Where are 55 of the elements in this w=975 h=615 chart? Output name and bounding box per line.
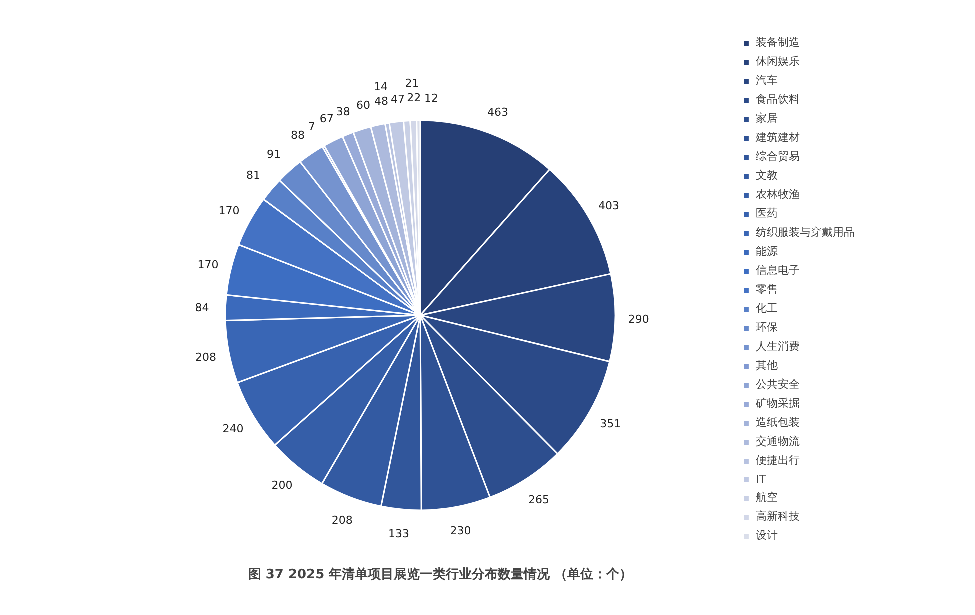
- legend-label: 建筑建材: [756, 130, 800, 145]
- data-label: 208: [196, 351, 217, 364]
- data-label: 463: [487, 106, 508, 119]
- legend-label: 其他: [756, 358, 778, 373]
- legend-label: 公共安全: [756, 377, 800, 392]
- legend-label: 综合贸易: [756, 149, 800, 164]
- text: 图 37 2025 年清单项目展览一类行业分布数量情况 （单位：个）: [248, 566, 633, 582]
- data-label: 88: [291, 129, 306, 142]
- legend-label: 便捷出行: [756, 453, 800, 468]
- legend-label: 矿物采掘: [756, 396, 800, 411]
- data-label: 208: [332, 514, 353, 527]
- legend-label: 环保: [756, 320, 778, 335]
- data-label: 38: [336, 106, 350, 119]
- legend-label: 文教: [756, 168, 778, 183]
- legend-label: 人生消费: [756, 339, 800, 354]
- data-label: 48: [374, 95, 389, 108]
- data-label: 84: [195, 302, 210, 315]
- data-label: 7: [308, 120, 316, 134]
- legend-label: 休闲娱乐: [756, 54, 800, 69]
- legend-label: 信息电子: [756, 263, 800, 278]
- data-label: 403: [598, 200, 620, 213]
- legend-label: IT: [756, 472, 767, 486]
- data-label: 290: [628, 312, 650, 326]
- legend-label: 汽车: [756, 73, 778, 88]
- legend-label: 高新科技: [756, 509, 800, 524]
- data-label: 47: [391, 92, 406, 106]
- data-label: 60: [356, 99, 371, 112]
- data-label: 230: [450, 524, 472, 538]
- legend-label: 化工: [756, 301, 778, 316]
- data-label: 265: [528, 493, 550, 506]
- legend-label: 纺织服装与穿戴用品: [756, 225, 855, 240]
- data-label: 170: [218, 204, 240, 218]
- data-label: 81: [246, 169, 261, 182]
- data-label: 12: [424, 92, 439, 105]
- data-label: 91: [266, 148, 281, 162]
- legend-label: 交通物流: [756, 434, 800, 449]
- legend-label: 食品饮料: [756, 92, 800, 107]
- data-label: 351: [600, 418, 622, 431]
- data-label: 67: [320, 112, 334, 126]
- legend-label: 设计: [756, 528, 778, 543]
- legend-label: 航空: [756, 490, 778, 505]
- data-label: 240: [222, 422, 244, 436]
- legend-label: 零售: [756, 282, 778, 297]
- data-label: 200: [272, 479, 293, 492]
- data-label: 21: [405, 77, 420, 90]
- data-label: 170: [198, 258, 219, 272]
- data-label: 133: [388, 527, 410, 540]
- legend-label: 农林牧渔: [756, 187, 800, 202]
- legend-label: 能源: [756, 244, 778, 259]
- data-label: 14: [374, 80, 388, 94]
- legend-label: 装备制造: [756, 35, 800, 50]
- legend-label: 医药: [756, 206, 778, 221]
- legend-label: 家居: [756, 111, 778, 126]
- legend-label: 造纸包装: [756, 415, 800, 430]
- data-label: 22: [407, 92, 422, 105]
